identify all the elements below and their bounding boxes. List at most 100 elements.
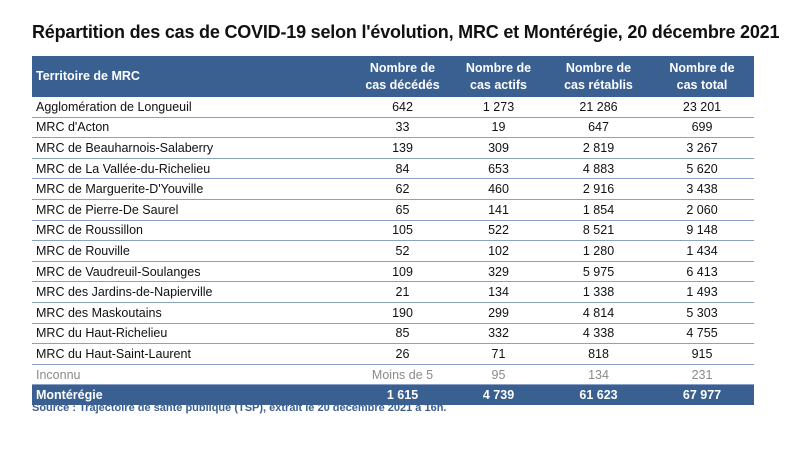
cell-name: MRC de Beauharnois-Salaberry <box>32 137 355 159</box>
cell-deaths: 190 <box>355 302 450 324</box>
header-recovered-line1: Nombre de <box>565 60 632 75</box>
cell-active: 460 <box>450 178 547 200</box>
cell-active: 522 <box>450 220 547 242</box>
header-total-line1: Nombre de <box>669 60 735 75</box>
cell-recovered: 5 975 <box>547 261 650 283</box>
cell-name: Montérégie <box>32 384 355 406</box>
cell-deaths: 642 <box>355 97 450 118</box>
cell-active: 19 <box>450 117 547 139</box>
table-row-unknown: Inconnu Moins de 5 95 134 231 <box>32 364 754 386</box>
cell-active: 1 273 <box>450 97 547 118</box>
cell-active: 299 <box>450 302 547 324</box>
cell-recovered: 647 <box>547 117 650 139</box>
table-row: MRC de Beauharnois-Salaberry 139 309 2 819 3… <box>32 137 754 159</box>
covid-cases-table: Territoire de MRC Nombre de cas décédés … <box>32 56 754 406</box>
cell-total: 67 977 <box>650 384 754 406</box>
cell-active: 71 <box>450 343 547 365</box>
cell-total: 9 148 <box>650 220 754 242</box>
cell-active: 95 <box>450 364 547 386</box>
cell-name: MRC de Marguerite-D'Youville <box>32 178 355 200</box>
table-row-total: Montérégie 1 615 4 739 61 623 67 977 <box>32 384 754 406</box>
table-row: MRC du Haut-Richelieu 85 332 4 338 4 755 <box>32 323 754 345</box>
cell-deaths: 26 <box>355 343 450 365</box>
source-note: Source : Trajectoire de santé publique (… <box>32 402 447 414</box>
cell-active: 309 <box>450 137 547 159</box>
table-row: MRC de La Vallée-du-Richelieu 84 653 4 883 5… <box>32 158 754 180</box>
cell-deaths: 84 <box>355 158 450 180</box>
cell-total: 5 303 <box>650 302 754 324</box>
header-deaths-line1: Nombre de <box>369 60 436 75</box>
table-row: MRC des Maskoutains 190 299 4 814 5 303 <box>32 302 754 324</box>
cell-deaths: 21 <box>355 281 450 303</box>
cell-name: Inconnu <box>32 364 355 386</box>
cell-recovered: 1 854 <box>547 199 650 221</box>
cell-total: 3 267 <box>650 137 754 159</box>
header-active-line2: cas actifs <box>470 77 527 92</box>
cell-name: MRC de Pierre-De Saurel <box>32 199 355 221</box>
table-row: MRC de Roussillon 105 522 8 521 9 148 <box>32 220 754 242</box>
cell-name: MRC de La Vallée-du-Richelieu <box>32 158 355 180</box>
cell-name: MRC de Roussillon <box>32 220 355 242</box>
table-title: Répartition des cas de COVID-19 selon l'… <box>32 22 780 42</box>
cell-recovered: 61 623 <box>547 384 650 406</box>
cell-total: 1 493 <box>650 281 754 303</box>
header-territory: Territoire de MRC <box>32 56 355 97</box>
cell-recovered: 8 521 <box>547 220 650 242</box>
table-row: MRC de Vaudreuil-Soulanges 109 329 5 975 6 4… <box>32 261 754 283</box>
header-deaths: Nombre de cas décédés <box>355 56 450 97</box>
header-recovered: Nombre de cas rétablis <box>547 56 650 97</box>
table-row: MRC de Pierre-De Saurel 65 141 1 854 2 060 <box>32 199 754 221</box>
header-deaths-line2: cas décédés <box>365 77 440 92</box>
cell-name: MRC des Jardins-de-Napierville <box>32 281 355 303</box>
cell-deaths: 139 <box>355 137 450 159</box>
cell-deaths: Moins de 5 <box>355 364 450 386</box>
table-body: Agglomération de Longueuil 642 1 273 21 286… <box>32 97 754 365</box>
table-row: MRC de Marguerite-D'Youville 62 460 2 916 3 … <box>32 178 754 200</box>
cell-name: MRC de Rouville <box>32 240 355 262</box>
header-recovered-line2: cas rétablis <box>564 77 633 92</box>
cell-total: 699 <box>650 117 754 139</box>
cell-recovered: 134 <box>547 364 650 386</box>
cell-total: 915 <box>650 343 754 365</box>
cell-active: 134 <box>450 281 547 303</box>
cell-recovered: 1 338 <box>547 281 650 303</box>
cell-name: MRC de Vaudreuil-Soulanges <box>32 261 355 283</box>
cell-total: 23 201 <box>650 97 754 118</box>
header-total: Nombre de cas total <box>650 56 754 97</box>
cell-recovered: 4 814 <box>547 302 650 324</box>
table-row: MRC des Jardins-de-Napierville 21 134 1 338… <box>32 281 754 303</box>
table-footer: Inconnu Moins de 5 95 134 231 Montérégie… <box>32 364 754 406</box>
cell-deaths: 65 <box>355 199 450 221</box>
cell-deaths: 62 <box>355 178 450 200</box>
cell-total: 4 755 <box>650 323 754 345</box>
cell-total: 1 434 <box>650 240 754 262</box>
cell-active: 102 <box>450 240 547 262</box>
header-row: Territoire de MRC Nombre de cas décédés … <box>32 56 754 97</box>
table-row: MRC d'Acton 33 19 647 699 <box>32 117 754 139</box>
cell-active: 653 <box>450 158 547 180</box>
cell-recovered: 818 <box>547 343 650 365</box>
cell-recovered: 2 819 <box>547 137 650 159</box>
cell-deaths: 1 615 <box>355 384 450 406</box>
table-row: Agglomération de Longueuil 642 1 273 21 286… <box>32 97 754 118</box>
header-active: Nombre de cas actifs <box>450 56 547 97</box>
cell-name: Agglomération de Longueuil <box>32 97 355 118</box>
cell-deaths: 52 <box>355 240 450 262</box>
cell-name: MRC du Haut-Richelieu <box>32 323 355 345</box>
header-total-line2: cas total <box>676 77 728 92</box>
cell-active: 4 739 <box>450 384 547 406</box>
cell-name: MRC d'Acton <box>32 117 355 139</box>
cell-deaths: 105 <box>355 220 450 242</box>
cell-deaths: 85 <box>355 323 450 345</box>
cell-total: 3 438 <box>650 178 754 200</box>
cell-recovered: 1 280 <box>547 240 650 262</box>
cell-total: 231 <box>650 364 754 386</box>
cell-deaths: 109 <box>355 261 450 283</box>
table-row: MRC du Haut-Saint-Laurent 26 71 818 915 <box>32 343 754 365</box>
cell-deaths: 33 <box>355 117 450 139</box>
cell-active: 329 <box>450 261 547 283</box>
cell-total: 5 620 <box>650 158 754 180</box>
cell-name: MRC du Haut-Saint-Laurent <box>32 343 355 365</box>
table-row: MRC de Rouville 52 102 1 280 1 434 <box>32 240 754 262</box>
cell-recovered: 4 883 <box>547 158 650 180</box>
